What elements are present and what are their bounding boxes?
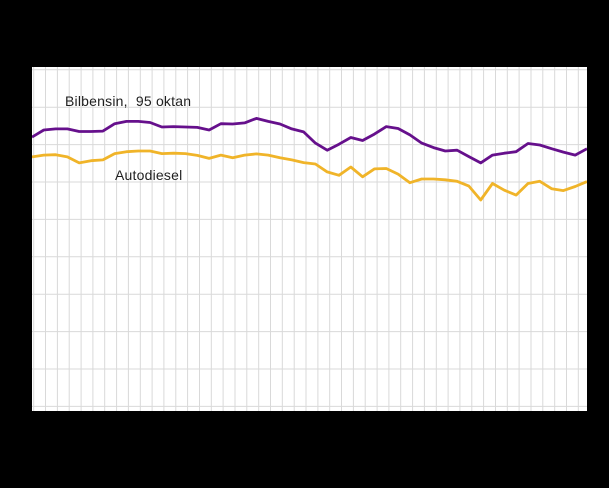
- plot-area: Bilbensin, 95 oktan Autodiesel: [32, 67, 587, 411]
- line-chart: [32, 67, 587, 411]
- series-label-bilbensin: Bilbensin, 95 oktan: [65, 93, 192, 109]
- series-label-autodiesel: Autodiesel: [115, 167, 183, 183]
